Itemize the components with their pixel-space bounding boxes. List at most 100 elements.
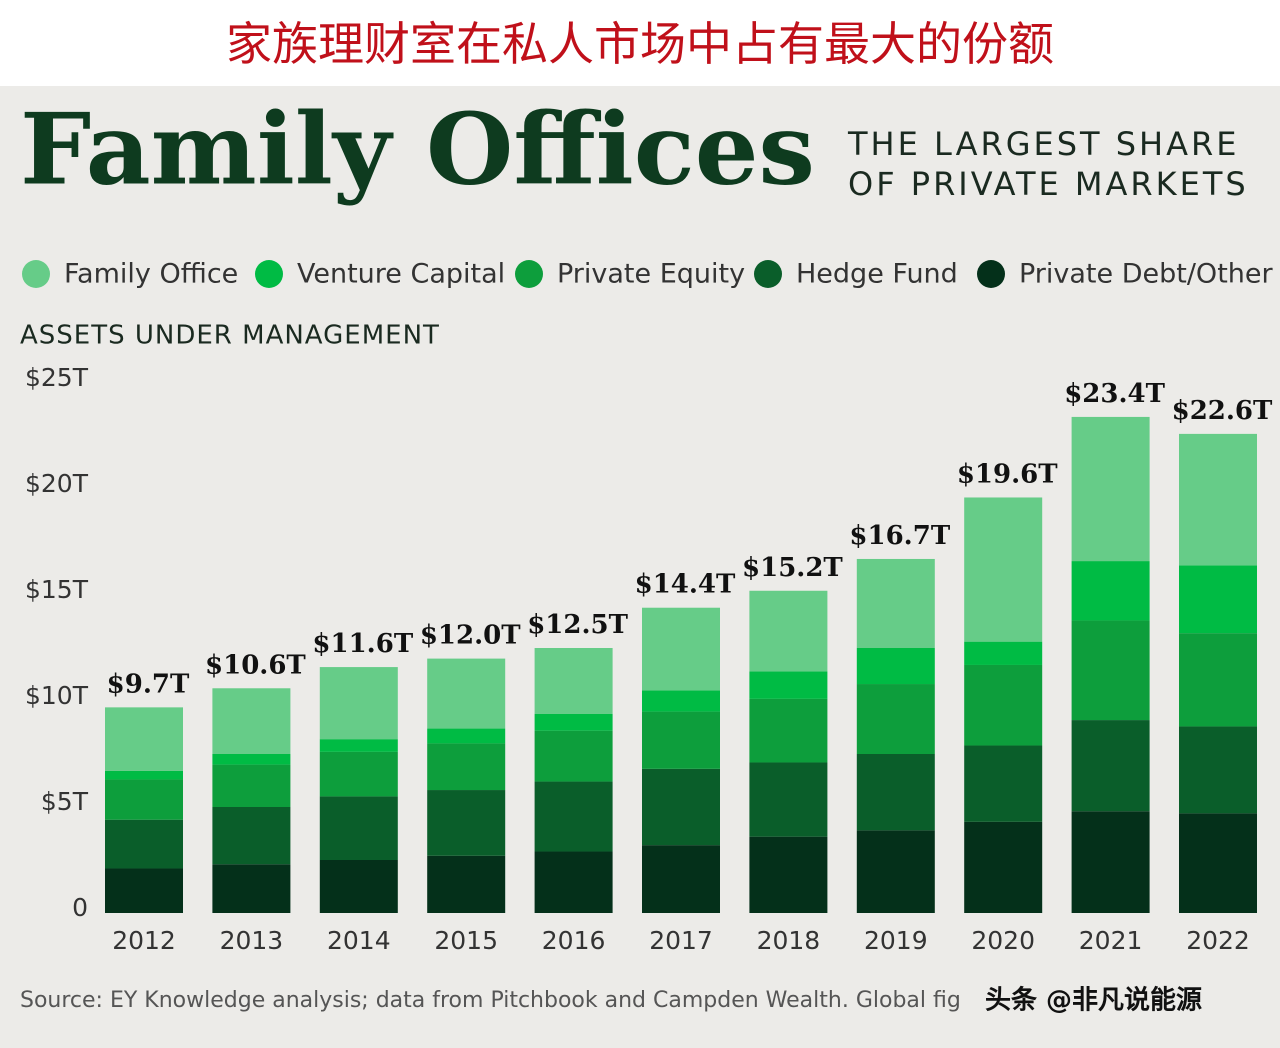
bar-segment bbox=[1071, 561, 1150, 621]
bar-segment bbox=[319, 667, 398, 740]
bar-segment bbox=[749, 671, 828, 699]
total-label: $12.0T bbox=[420, 621, 521, 651]
banner-bg bbox=[0, 0, 1280, 86]
bar-segment bbox=[212, 864, 291, 913]
bar-segment bbox=[212, 807, 291, 865]
bar-segment bbox=[1179, 433, 1257, 566]
total-label: $12.5T bbox=[527, 610, 628, 640]
bar-segment bbox=[749, 698, 828, 763]
total-label: $15.2T bbox=[742, 553, 843, 583]
total-label: $14.4T bbox=[635, 570, 736, 600]
bar-segment bbox=[534, 730, 613, 782]
bar-segment bbox=[1179, 726, 1257, 814]
bar-segment bbox=[427, 855, 506, 913]
bar-segment bbox=[212, 764, 291, 807]
legend-swatch bbox=[515, 260, 543, 288]
y-tick-label: 0 bbox=[72, 893, 88, 922]
bar-segment bbox=[427, 728, 506, 744]
bar-segment bbox=[105, 707, 183, 771]
bar-segment bbox=[749, 836, 828, 913]
legend-label: Private Equity bbox=[557, 259, 745, 290]
banner-title: 家族理财室在私人市场中占有最大的份额 bbox=[226, 17, 1054, 71]
bar-segment bbox=[1071, 620, 1150, 721]
y-tick-label: $15T bbox=[25, 575, 89, 604]
total-label: $23.4T bbox=[1064, 379, 1165, 409]
bar-segment bbox=[964, 497, 1043, 642]
bar-segment bbox=[964, 664, 1043, 746]
legend-swatch bbox=[255, 260, 283, 288]
bar-segment bbox=[319, 796, 398, 860]
y-tick-label: $20T bbox=[25, 469, 89, 498]
legend-label: Hedge Fund bbox=[796, 259, 958, 290]
legend-swatch bbox=[754, 260, 782, 288]
bar-segment bbox=[1179, 565, 1257, 634]
total-label: $10.6T bbox=[205, 650, 306, 680]
bar-segment bbox=[1071, 416, 1150, 562]
bar-segment bbox=[964, 821, 1043, 913]
subtitle: OF PRIVATE MARKETS bbox=[848, 165, 1249, 203]
subtitle: THE LARGEST SHARE bbox=[847, 125, 1239, 163]
bar-segment bbox=[534, 781, 613, 852]
bar-segment bbox=[964, 745, 1043, 822]
bar-segment bbox=[749, 762, 828, 837]
x-tick-label: 2016 bbox=[542, 926, 606, 955]
bar-segment bbox=[964, 641, 1043, 665]
bar-segment bbox=[1071, 811, 1150, 913]
legend-label: Family Office bbox=[64, 259, 238, 290]
bar-segment bbox=[534, 713, 613, 731]
legend-label: Private Debt/Other bbox=[1019, 259, 1273, 290]
bar-segment bbox=[1179, 813, 1257, 913]
bar-segment bbox=[856, 754, 935, 831]
bar-segment bbox=[534, 648, 613, 714]
bar-segment bbox=[534, 851, 613, 913]
bar-segment bbox=[105, 819, 183, 869]
bar-segment bbox=[427, 790, 506, 856]
bar-segment bbox=[212, 688, 291, 754]
bar-segment bbox=[319, 860, 398, 913]
bar-segment bbox=[212, 754, 291, 765]
bar-segment bbox=[105, 779, 183, 820]
total-label: $16.7T bbox=[849, 521, 950, 551]
source: Source: EY Knowledge analysis; data from… bbox=[20, 988, 961, 1013]
bar-segment bbox=[427, 658, 506, 729]
bar-segment bbox=[1071, 720, 1150, 812]
legend-label: Venture Capital bbox=[297, 259, 505, 290]
bar-segment bbox=[642, 607, 720, 691]
bar-segment bbox=[642, 690, 720, 712]
bar-segment bbox=[1179, 633, 1257, 727]
y-tick-label: $10T bbox=[25, 681, 89, 710]
x-tick-label: 2014 bbox=[327, 926, 391, 955]
x-tick-label: 2013 bbox=[220, 926, 284, 955]
bar-segment bbox=[105, 868, 183, 913]
x-tick-label: 2015 bbox=[434, 926, 498, 955]
bar-segment bbox=[105, 770, 183, 780]
x-tick-label: 2017 bbox=[649, 926, 713, 955]
x-tick-label: 2012 bbox=[112, 926, 176, 955]
x-tick-label: 2019 bbox=[864, 926, 928, 955]
bar-segment bbox=[856, 558, 935, 648]
bar-segment bbox=[319, 751, 398, 797]
bar-segment bbox=[427, 743, 506, 791]
total-label: $11.6T bbox=[312, 629, 413, 659]
legend-swatch bbox=[22, 260, 50, 288]
bar-segment bbox=[642, 711, 720, 769]
bar-segment bbox=[642, 845, 720, 913]
total-label: $9.7T bbox=[107, 669, 190, 699]
legend-swatch bbox=[977, 260, 1005, 288]
bar-segment bbox=[856, 648, 935, 685]
x-tick-label: 2018 bbox=[757, 926, 821, 955]
total-label: $22.6T bbox=[1172, 396, 1273, 426]
y-tick-label: $25T bbox=[25, 363, 89, 392]
bar-segment bbox=[856, 684, 935, 754]
bar-segment bbox=[856, 830, 935, 913]
bar-segment bbox=[749, 590, 828, 672]
chart-title: Family Offices bbox=[20, 92, 815, 207]
total-label: $19.6T bbox=[957, 459, 1058, 489]
axis-title: ASSETS UNDER MANAGEMENT bbox=[20, 321, 440, 351]
bar-segment bbox=[642, 768, 720, 846]
watermark: 头条 @非凡说能源 bbox=[985, 985, 1202, 1016]
y-tick-label: $5T bbox=[41, 787, 89, 816]
x-tick-label: 2021 bbox=[1079, 926, 1143, 955]
x-tick-label: 2020 bbox=[971, 926, 1035, 955]
